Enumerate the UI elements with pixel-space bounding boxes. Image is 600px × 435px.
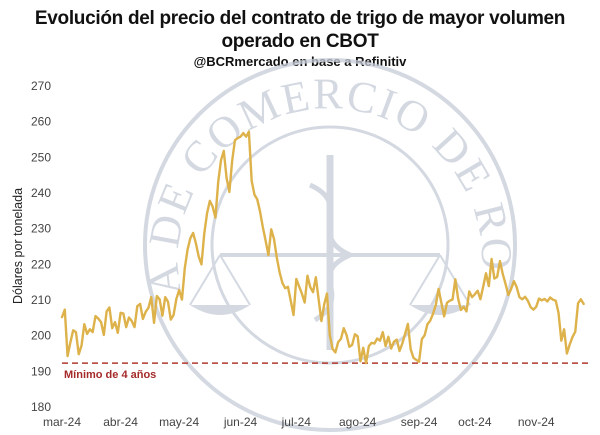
seal-left-pan bbox=[190, 305, 250, 315]
chart-title-line1: Evolución del precio del contrato de tri… bbox=[34, 8, 566, 29]
y-tick-label: 220 bbox=[31, 257, 51, 271]
y-tick-label: 190 bbox=[31, 364, 51, 378]
x-tick-label: nov-24 bbox=[518, 415, 555, 429]
y-tick-label: 250 bbox=[31, 150, 51, 164]
x-tick-label: oct-24 bbox=[458, 415, 492, 429]
x-tick-label: mar-24 bbox=[43, 415, 81, 429]
x-tick-label: abr-24 bbox=[103, 415, 138, 429]
y-tick-label: 200 bbox=[31, 329, 51, 343]
y-tick-label: 210 bbox=[31, 293, 51, 307]
x-tick-label: may-24 bbox=[159, 415, 199, 429]
y-tick-label: 260 bbox=[31, 115, 51, 129]
y-tick-label: 240 bbox=[31, 186, 51, 200]
x-tick-label: jul-24 bbox=[281, 415, 312, 429]
series-layer bbox=[60, 130, 585, 365]
x-axis-ticks: mar-24 abr-24 may-24 jun-24 jul-24 ago-24 sep-… bbox=[43, 415, 555, 429]
reference-line: Mínimo de 4 años bbox=[62, 362, 592, 381]
seal-inner-ring bbox=[210, 125, 450, 365]
reference-line-label: Mínimo de 4 años bbox=[64, 369, 156, 381]
seal-pan-chains bbox=[189, 254, 471, 306]
seal-serpent bbox=[308, 182, 357, 323]
y-axis-ticks: 180 190 200 210 220 230 240 250 260 270 bbox=[31, 79, 51, 414]
series-line-price bbox=[60, 130, 585, 365]
seal-right-pan bbox=[410, 305, 470, 315]
x-tick-label: ago-24 bbox=[339, 415, 377, 429]
x-tick-label: jun-24 bbox=[223, 415, 258, 429]
y-tick-label: 270 bbox=[31, 79, 51, 93]
seal-outer-ring bbox=[143, 58, 517, 432]
y-tick-label: 230 bbox=[31, 222, 51, 236]
y-tick-label: 180 bbox=[31, 400, 51, 414]
x-tick-label: sep-24 bbox=[401, 415, 438, 429]
y-axis-label: Dólares por tonelada bbox=[11, 188, 25, 304]
chart-title-line2: operado en CBOT bbox=[221, 31, 379, 52]
